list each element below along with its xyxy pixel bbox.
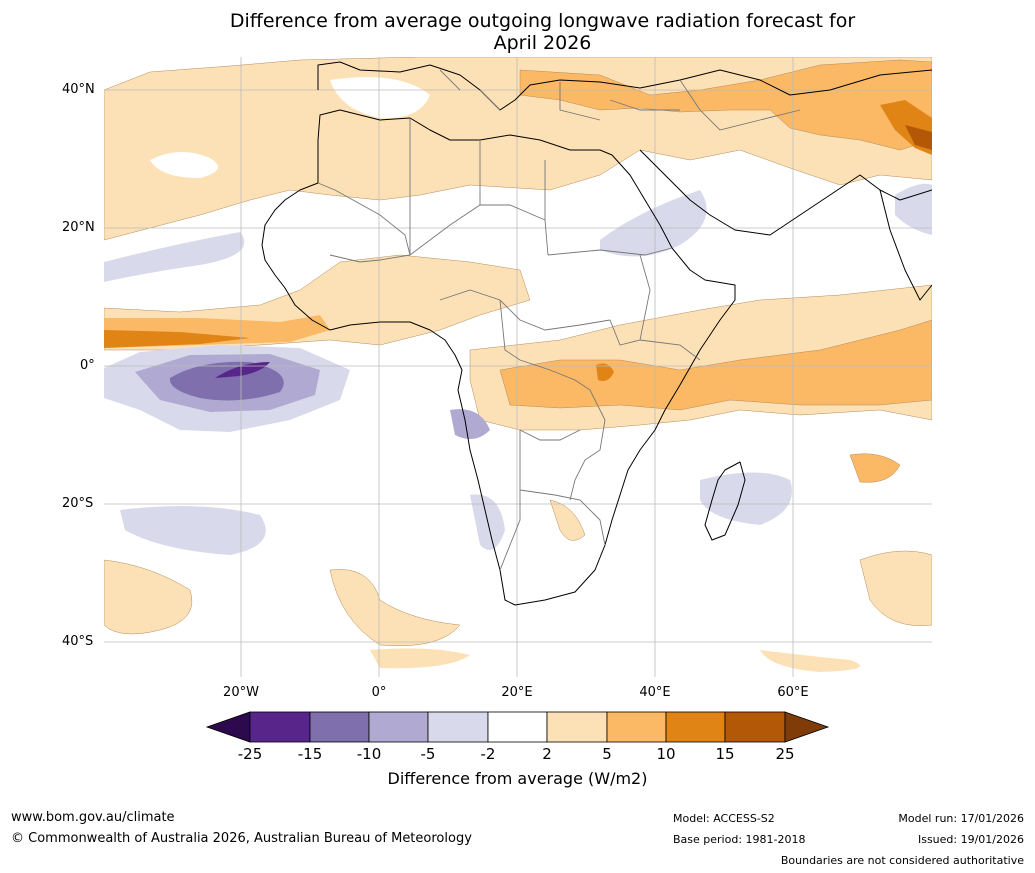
colorbar-swatch: [665, 711, 726, 743]
anomaly-region-congo-neg: [450, 409, 490, 439]
colorbar-swatch: [427, 711, 489, 743]
anomaly-region-east-africa-high: [499, 319, 932, 411]
colorbar-tick: 2: [542, 745, 552, 763]
model-text: Model: ACCESS-S2: [673, 812, 775, 825]
colorbar-tick: -25: [237, 745, 263, 763]
website-link[interactable]: www.bom.gov.au/climate: [11, 810, 175, 825]
anomaly-region-white-2: [330, 77, 430, 119]
colorbar-tick: 10: [656, 745, 676, 763]
lon-label: 20°W: [223, 685, 259, 700]
anomaly-region-madagascar-neg: [700, 472, 792, 525]
anomaly-region-lake-victoria: [596, 363, 614, 381]
anomaly-region-south-6: [760, 650, 860, 672]
anomaly-region-mideast-high: [519, 59, 932, 151]
anomaly-region-sahel-neg: [104, 232, 245, 282]
colorbar: [205, 711, 830, 743]
lat-label: 0°: [80, 358, 95, 373]
europe-coastline: [317, 61, 932, 111]
colorbar-tick: 5: [602, 745, 612, 763]
map-field: [104, 57, 932, 677]
anomaly-region-south-2: [329, 569, 461, 647]
map-gridlines: [104, 57, 932, 677]
country-borders: [317, 69, 801, 571]
colorbar-swatch: [606, 711, 667, 743]
colorbar-tick: -15: [297, 745, 323, 763]
anomaly-region-white-1: [150, 151, 218, 178]
colorbar-swatch: [309, 711, 370, 743]
title-line-2: April 2026: [493, 32, 592, 54]
lat-label: 40°S: [62, 634, 94, 649]
anomaly-region-south-4: [849, 453, 901, 483]
colorbar-swatch: [249, 711, 311, 743]
copyright-text: © Commonwealth of Australia 2026, Austra…: [11, 831, 472, 846]
colorbar-tick: 25: [775, 745, 795, 763]
arabia-coastline: [639, 149, 932, 236]
colorbar-extend-high: [784, 711, 830, 743]
title-line-1: Difference from average outgoing longwav…: [229, 10, 856, 32]
colorbar-label: Difference from average (W/m2): [387, 769, 648, 788]
colorbar-swatch: [368, 711, 429, 743]
anomaly-region-red-sea-neg: [600, 190, 707, 257]
colorbar-swatch: [487, 711, 548, 743]
model-run-text: Model run: 17/01/2026: [898, 812, 1024, 825]
lat-label: 40°N: [62, 82, 95, 97]
colorbar-tick: 15: [715, 745, 735, 763]
colorbar-extend-low: [205, 711, 251, 743]
india-coastline: [879, 189, 932, 301]
anomaly-region-gulf-guinea-core: [104, 330, 250, 348]
lon-label: 40°E: [639, 685, 671, 700]
colorbar-tick: -2: [480, 745, 496, 763]
lat-label: 20°N: [62, 220, 95, 235]
base-period-text: Base period: 1981-2018: [673, 833, 806, 846]
lat-label: 20°S: [62, 496, 94, 511]
disclaimer-text: Boundaries are not considered authoritat…: [780, 854, 1024, 867]
anomaly-region-south-1: [104, 559, 193, 635]
issued-text: Issued: 19/01/2026: [917, 833, 1024, 846]
lon-label: 60°E: [777, 685, 809, 700]
anomaly-region-south-atlantic-neg: [120, 506, 266, 555]
madagascar-coastline: [704, 461, 746, 541]
anomaly-region-arabia-neg: [895, 183, 932, 235]
chart-title: Difference from average outgoing longwav…: [0, 10, 1035, 54]
lon-label: 0°: [371, 685, 387, 700]
colorbar-swatch: [724, 711, 786, 743]
anomaly-region-iran-core: [905, 125, 932, 150]
anomaly-region-south-3: [859, 550, 932, 626]
anomaly-region-south-5: [370, 648, 470, 669]
colorbar-tick: -5: [420, 745, 436, 763]
colorbar-swatch: [546, 711, 608, 743]
anomaly-region-south-7: [549, 499, 586, 541]
colorbar-tick: -10: [356, 745, 382, 763]
lon-label: 20°E: [501, 685, 533, 700]
